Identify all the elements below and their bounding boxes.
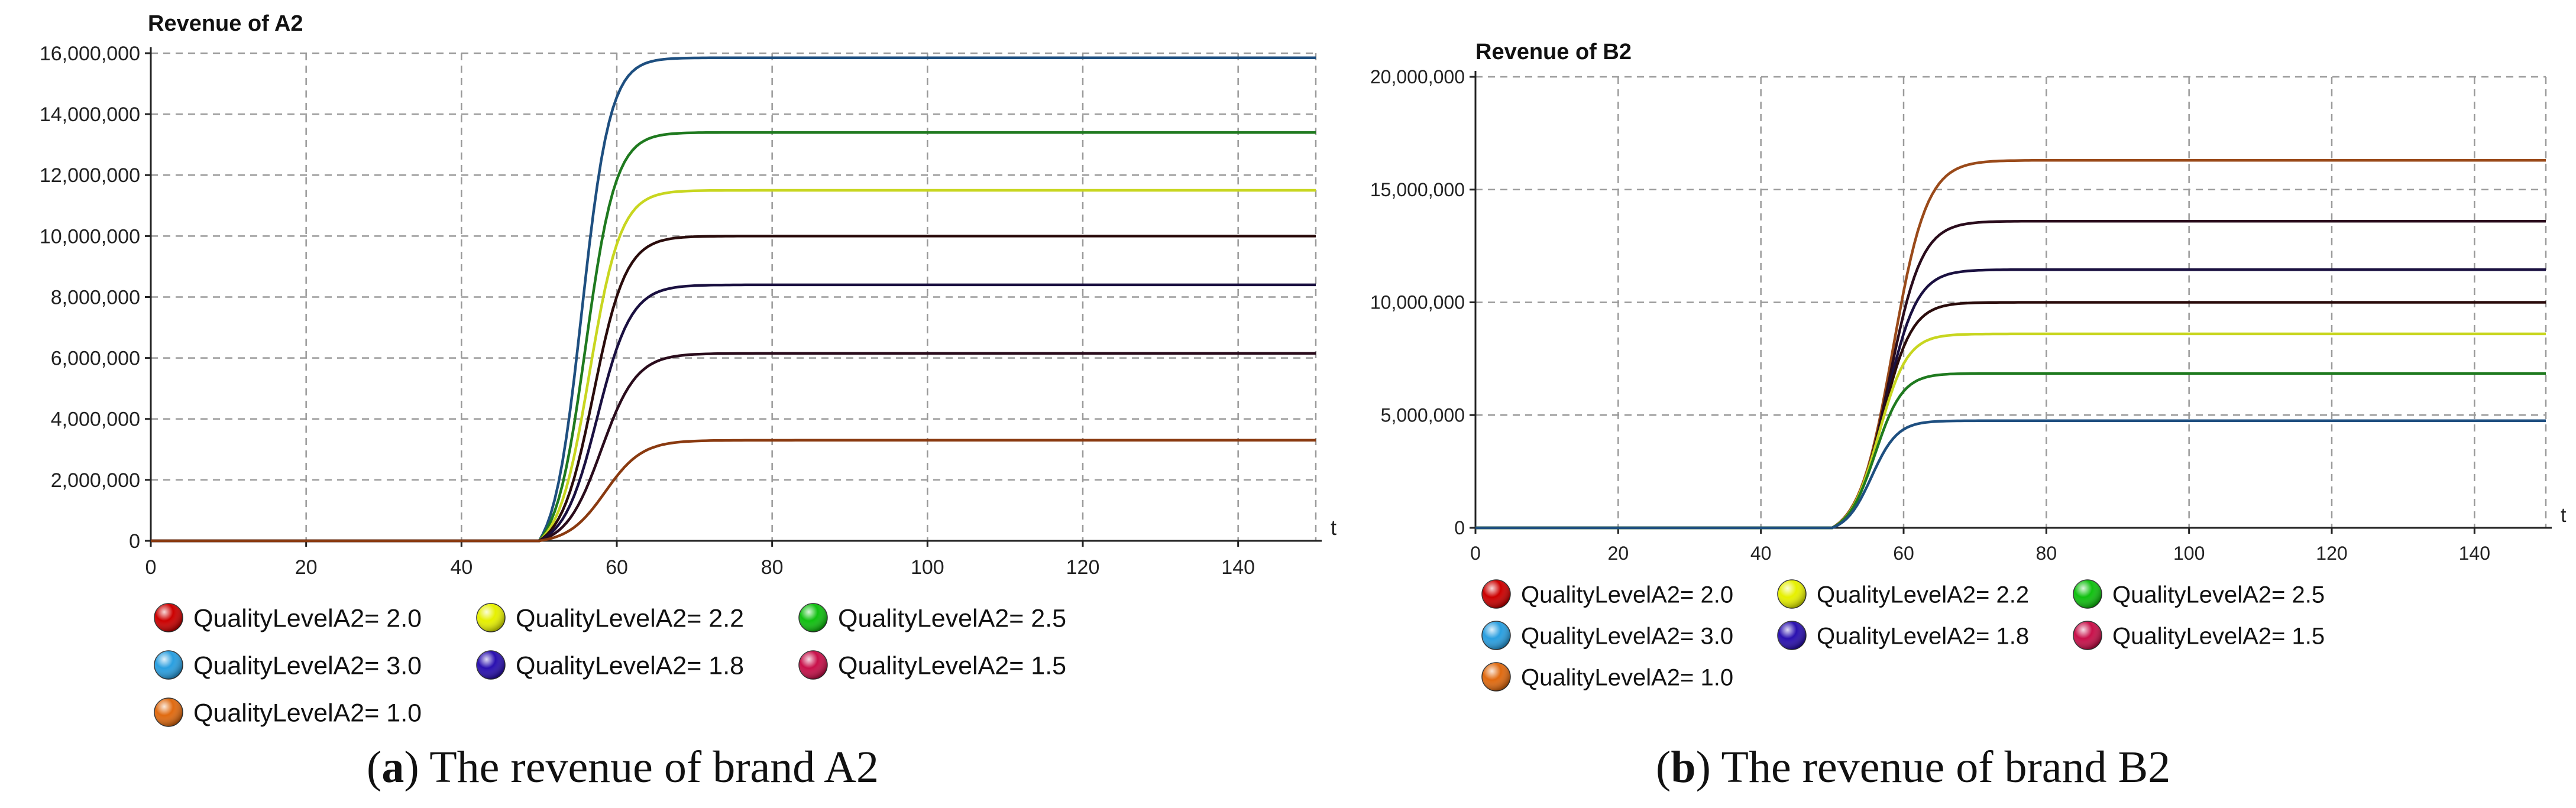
y-tick-label: 2,000,000 <box>51 469 140 492</box>
y-tick-label: 20,000,000 <box>1370 66 1465 87</box>
x-tick-label: 100 <box>2173 543 2205 564</box>
x-axis-label: t <box>2561 504 2567 527</box>
series-line <box>151 352 1316 543</box>
x-tick-label: 40 <box>450 556 473 579</box>
series-line <box>1475 332 2546 530</box>
legend-label: QualityLevelA2= 1.5 <box>838 651 1066 680</box>
legend-swatch-shine <box>154 603 183 632</box>
caption-a: (a) The revenue of brand A2 <box>367 742 879 792</box>
legend-swatch-shine <box>1482 621 1510 650</box>
series-line <box>1475 158 2546 530</box>
y-tick-label: 0 <box>129 530 140 553</box>
y-tick-label: 6,000,000 <box>51 348 140 370</box>
legend-swatch-shine <box>154 651 183 679</box>
caption-b: (b) The revenue of brand B2 <box>1656 742 2171 792</box>
legend-label: QualityLevelA2= 3.0 <box>1521 623 1733 649</box>
legend-item: QualityLevelA2= 2.5 <box>798 603 1066 632</box>
x-tick-label: 120 <box>1066 556 1100 579</box>
legend-label: QualityLevelA2= 3.0 <box>193 651 422 680</box>
legend-swatch-shine <box>799 651 827 679</box>
y-tick-label: 5,000,000 <box>1381 404 1465 426</box>
legend-item: QualityLevelA2= 2.5 <box>2073 579 2325 609</box>
chart-title: Revenue of B2 <box>1475 40 1632 64</box>
caption-b-letter: b <box>1671 742 1696 792</box>
caption-a-letter: a <box>381 742 404 792</box>
legend-item: QualityLevelA2= 2.0 <box>154 603 422 632</box>
x-tick-label: 140 <box>2459 543 2490 564</box>
legend-item: QualityLevelA2= 2.0 <box>1481 579 1733 609</box>
chart-panel-a: Revenue of A2 0 2,000,000 4,000,000 6,000,00… <box>40 11 1336 727</box>
series-line <box>1475 419 2546 530</box>
legend-label: QualityLevelA2= 1.8 <box>516 651 744 680</box>
chart-title: Revenue of A2 <box>148 11 303 36</box>
legend-item: QualityLevelA2= 3.0 <box>154 650 422 680</box>
legend-swatch-shine <box>1482 580 1510 608</box>
legend-swatch-shine <box>2073 580 2102 608</box>
series-line <box>151 283 1316 543</box>
y-tick-label: 10,000,000 <box>40 225 140 248</box>
legend-swatch-shine <box>1778 580 1806 608</box>
legend-item: QualityLevelA2= 2.2 <box>1777 579 2029 609</box>
legend-swatch-shine <box>154 698 183 726</box>
x-tick-label: 120 <box>2316 543 2347 564</box>
x-tick-label: 80 <box>761 556 784 579</box>
legend-swatch-shine <box>2073 621 2102 650</box>
legend-label: QualityLevelA2= 2.5 <box>838 604 1066 632</box>
caption-b-text: The revenue of brand B2 <box>1721 742 2171 792</box>
legend-label: QualityLevelA2= 2.2 <box>516 604 744 632</box>
legend-label: QualityLevelA2= 2.0 <box>193 604 422 632</box>
caption-a-text: The revenue of brand A2 <box>429 742 879 792</box>
x-tick-label: 100 <box>911 556 944 579</box>
legend-label: QualityLevelA2= 2.2 <box>1817 582 2029 608</box>
legend-item: QualityLevelA2= 1.5 <box>798 650 1066 680</box>
y-tick-label: 8,000,000 <box>51 286 140 309</box>
x-tick-label: 60 <box>1893 543 1914 564</box>
legend-swatch-shine <box>477 651 505 679</box>
y-tick-label: 10,000,000 <box>1370 292 1465 313</box>
y-tick-label: 14,000,000 <box>40 103 140 126</box>
legend-item: QualityLevelA2= 1.5 <box>2073 621 2325 650</box>
legend-label: QualityLevelA2= 1.8 <box>1817 623 2029 649</box>
x-tick-label: 60 <box>606 556 628 579</box>
x-tick-label: 20 <box>295 556 318 579</box>
legend-swatch-shine <box>1778 621 1806 650</box>
series-line <box>151 439 1316 543</box>
legend-swatch-shine <box>1482 663 1510 691</box>
series-line <box>151 189 1316 543</box>
x-tick-label: 140 <box>1221 556 1255 579</box>
legend-item: QualityLevelA2= 3.0 <box>1481 621 1733 650</box>
chart-panel-b: Revenue of B2 0 5,000,000 10,000,000 15,000,… <box>1370 40 2567 692</box>
legend-item: QualityLevelA2= 1.0 <box>154 697 422 727</box>
legend-swatch-shine <box>477 603 505 632</box>
legend-item: QualityLevelA2= 1.8 <box>476 650 744 680</box>
series-line <box>151 235 1316 543</box>
series-line <box>1475 268 2546 530</box>
y-tick-label: 12,000,000 <box>40 164 140 187</box>
x-tick-label: 80 <box>2036 543 2057 564</box>
y-tick-label: 15,000,000 <box>1370 179 1465 200</box>
series-line <box>151 56 1316 543</box>
y-tick-label: 0 <box>1454 517 1465 538</box>
legend-label: QualityLevelA2= 2.5 <box>2112 582 2325 608</box>
legend-label: QualityLevelA2= 1.0 <box>1521 664 1733 690</box>
y-tick-label: 16,000,000 <box>40 43 140 65</box>
legend-label: QualityLevelA2= 2.0 <box>1521 582 1733 608</box>
legend-label: QualityLevelA2= 1.5 <box>2112 623 2325 649</box>
x-tick-label: 40 <box>1750 543 1772 564</box>
legend-item: QualityLevelA2= 1.0 <box>1481 662 1733 692</box>
x-tick-label: 20 <box>1608 543 1629 564</box>
series-line <box>1475 372 2546 530</box>
x-tick-label: 0 <box>1470 543 1481 564</box>
legend-swatch-shine <box>799 603 827 632</box>
y-tick-label: 4,000,000 <box>51 408 140 431</box>
x-axis-label: t <box>1331 515 1336 540</box>
legend-label: QualityLevelA2= 1.0 <box>193 699 422 727</box>
x-tick-label: 0 <box>145 556 157 579</box>
legend-item: QualityLevelA2= 2.2 <box>476 603 744 632</box>
legend-item: QualityLevelA2= 1.8 <box>1777 621 2029 650</box>
